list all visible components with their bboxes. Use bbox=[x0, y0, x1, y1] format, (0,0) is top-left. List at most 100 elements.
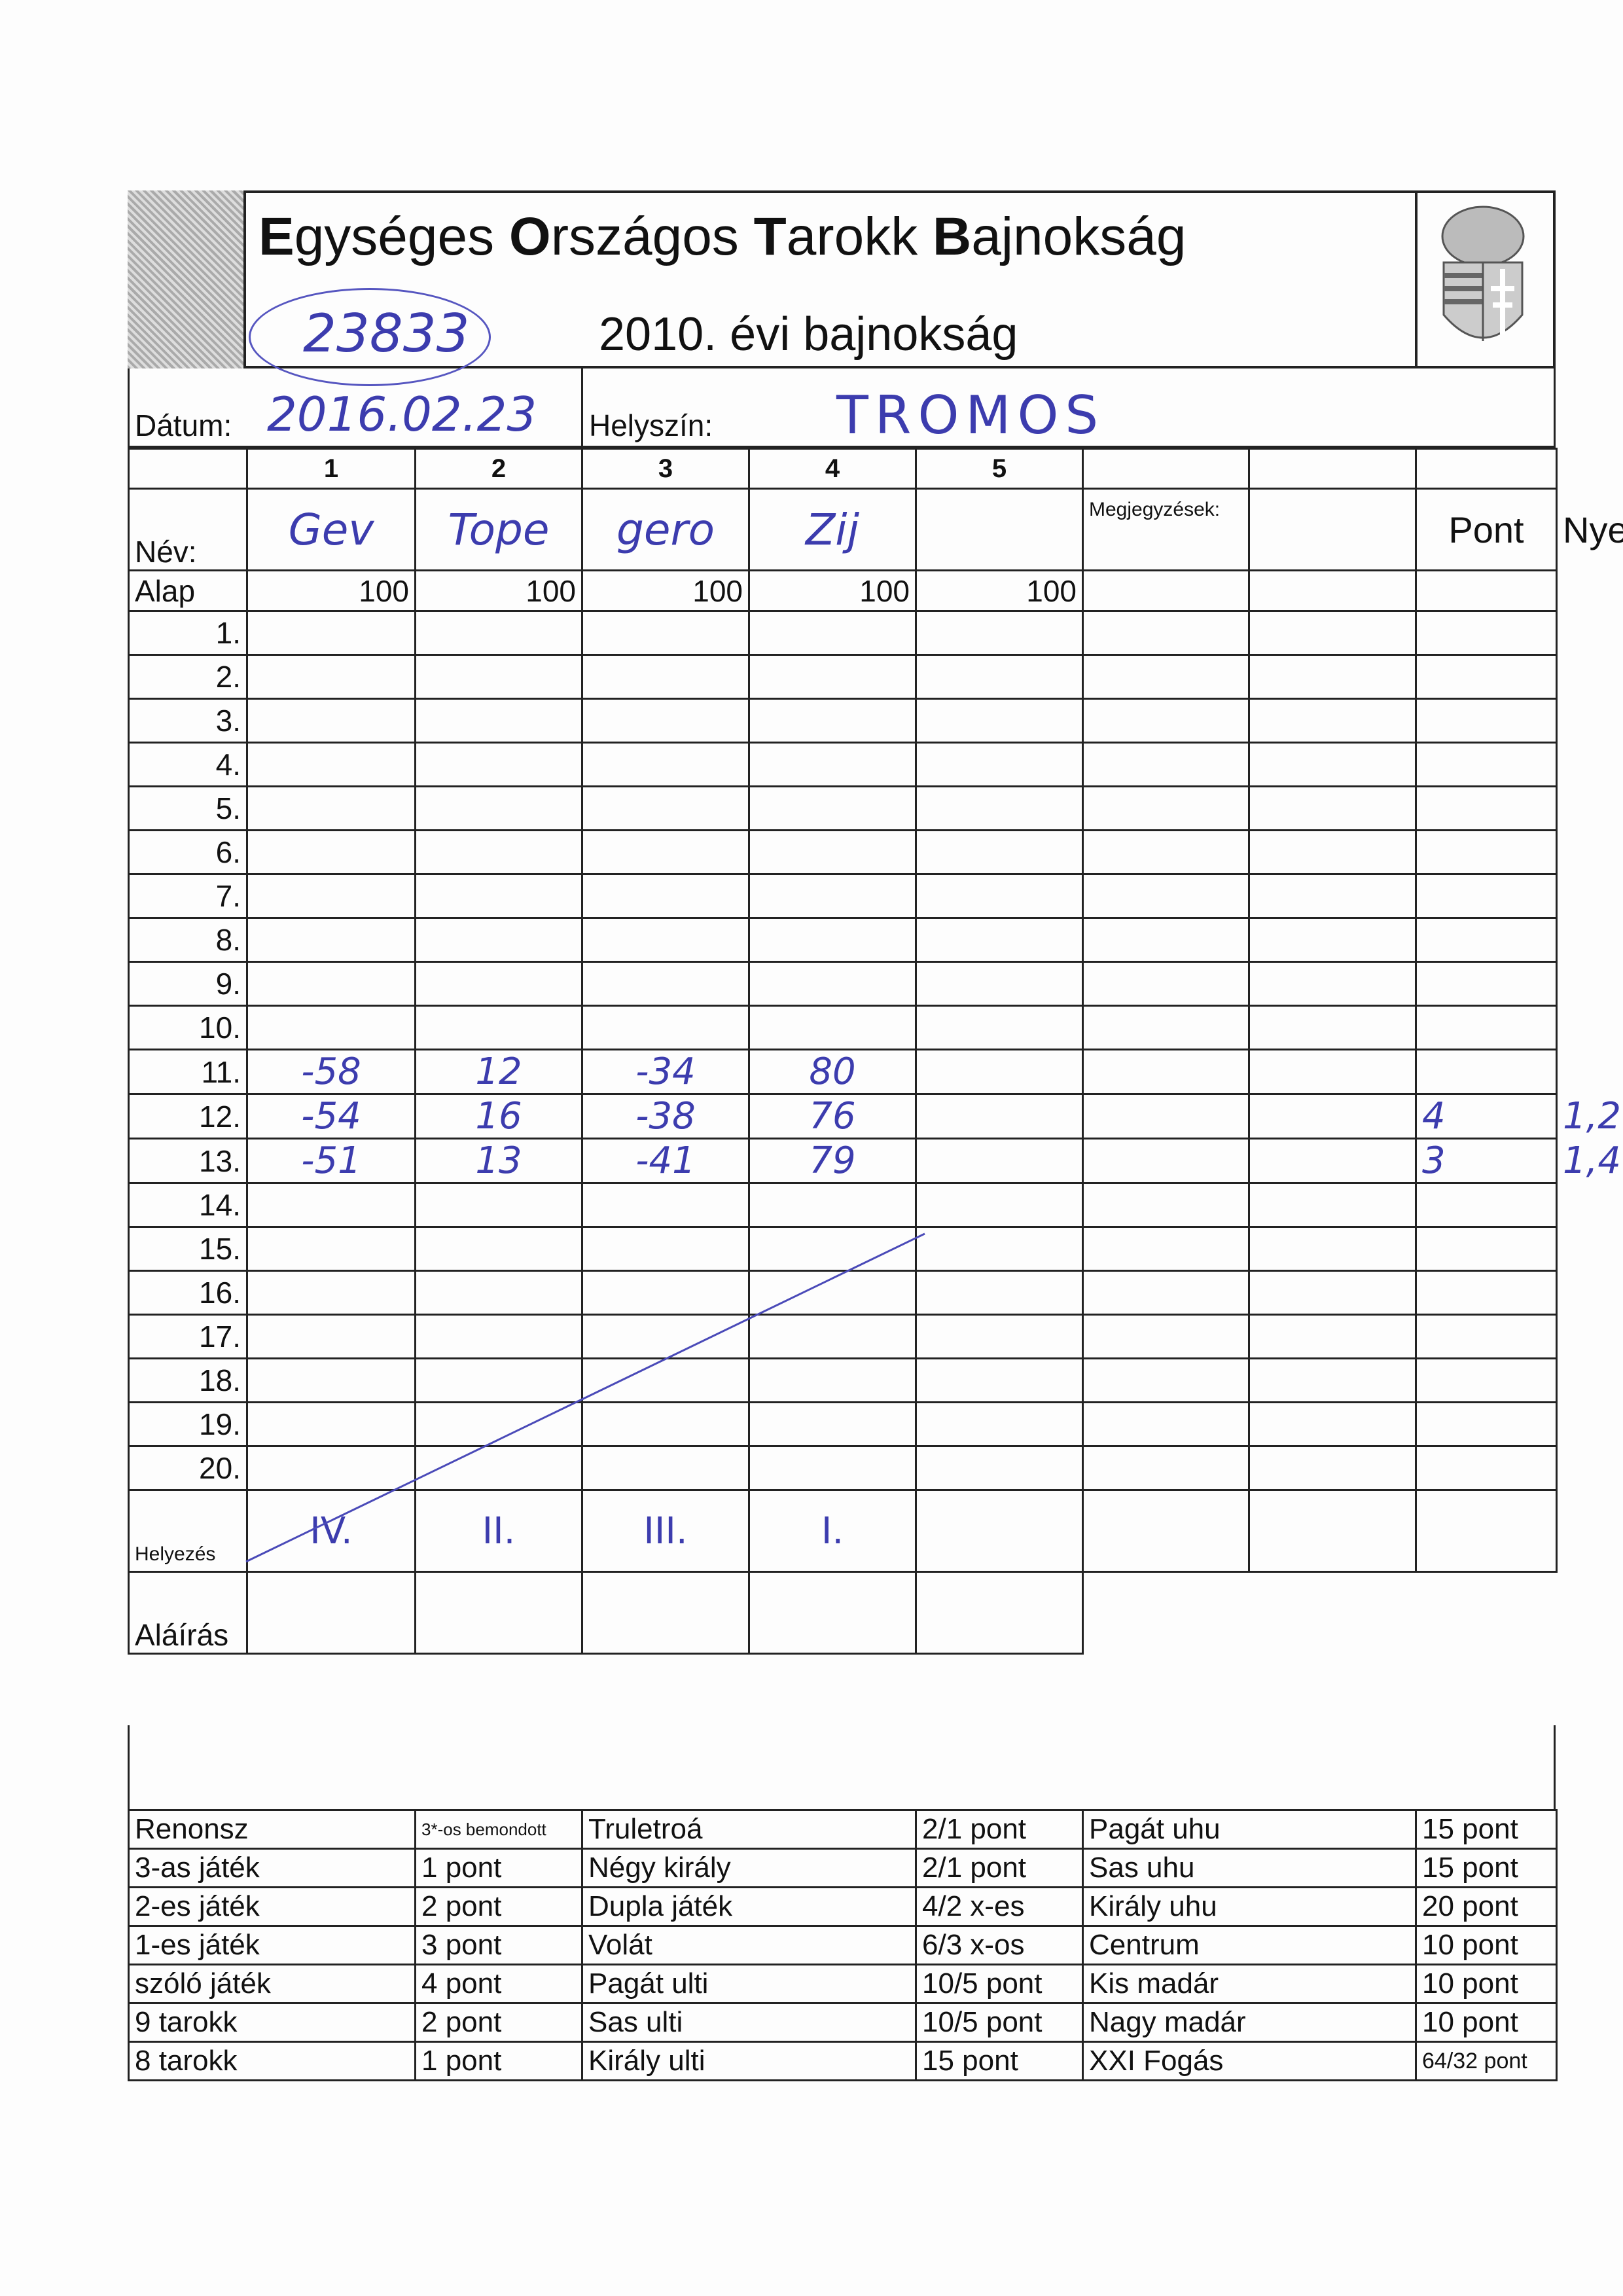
score-cell[interactable]: -54 bbox=[246, 1093, 416, 1139]
notes-cell[interactable] bbox=[1248, 1270, 1417, 1316]
score-cell[interactable] bbox=[581, 829, 750, 875]
score-cell[interactable] bbox=[915, 1049, 1084, 1095]
score-cell[interactable] bbox=[915, 917, 1084, 963]
pont-cell[interactable] bbox=[1415, 1182, 1558, 1228]
score-cell[interactable] bbox=[414, 654, 583, 700]
score-cell[interactable] bbox=[414, 785, 583, 831]
score-cell[interactable] bbox=[246, 785, 416, 831]
score-cell[interactable]: 13 bbox=[414, 1138, 583, 1184]
score-cell[interactable] bbox=[414, 698, 583, 744]
notes-cell[interactable] bbox=[1082, 1005, 1250, 1050]
score-cell[interactable] bbox=[414, 1445, 583, 1491]
notes-cell[interactable] bbox=[1248, 1182, 1417, 1228]
score-cell[interactable] bbox=[246, 1182, 416, 1228]
score-cell[interactable] bbox=[414, 1226, 583, 1272]
player-name[interactable] bbox=[915, 488, 1084, 571]
score-cell[interactable] bbox=[581, 917, 750, 963]
pont-cell[interactable] bbox=[1415, 961, 1558, 1007]
location-value[interactable]: TROMOS bbox=[836, 385, 1105, 446]
notes-cell[interactable] bbox=[1248, 1445, 1417, 1491]
score-cell[interactable] bbox=[246, 698, 416, 744]
score-cell[interactable] bbox=[748, 1226, 917, 1272]
score-cell[interactable] bbox=[915, 610, 1084, 656]
notes-cell[interactable] bbox=[1082, 1182, 1250, 1228]
score-cell[interactable]: -34 bbox=[581, 1049, 750, 1095]
score-cell[interactable] bbox=[414, 961, 583, 1007]
score-cell[interactable] bbox=[581, 1401, 750, 1447]
notes-cell[interactable] bbox=[1248, 1314, 1417, 1359]
score-cell[interactable] bbox=[246, 1005, 416, 1050]
pont-cell[interactable] bbox=[1415, 654, 1558, 700]
score-cell[interactable] bbox=[915, 654, 1084, 700]
signature-cell[interactable] bbox=[915, 1571, 1084, 1655]
score-cell[interactable] bbox=[915, 1314, 1084, 1359]
pont-cell[interactable]: 3 bbox=[1415, 1138, 1558, 1184]
notes-cell[interactable] bbox=[1248, 961, 1417, 1007]
pont-cell[interactable]: 4 bbox=[1415, 1093, 1558, 1139]
notes-cell[interactable] bbox=[1082, 829, 1250, 875]
placement-value[interactable]: III. bbox=[581, 1489, 750, 1573]
pont-cell[interactable] bbox=[1415, 742, 1558, 787]
notes-cell[interactable] bbox=[1082, 654, 1250, 700]
score-cell[interactable] bbox=[748, 1005, 917, 1050]
score-cell[interactable] bbox=[414, 1182, 583, 1228]
score-cell[interactable] bbox=[915, 1138, 1084, 1184]
notes-cell[interactable] bbox=[1082, 785, 1250, 831]
score-cell[interactable] bbox=[246, 917, 416, 963]
score-cell[interactable] bbox=[246, 1357, 416, 1403]
score-cell[interactable] bbox=[581, 1182, 750, 1228]
notes-cell[interactable] bbox=[1082, 698, 1250, 744]
notes-cell[interactable] bbox=[1082, 1049, 1250, 1095]
pont-cell[interactable] bbox=[1415, 873, 1558, 919]
score-cell[interactable] bbox=[748, 1314, 917, 1359]
score-cell[interactable] bbox=[246, 1401, 416, 1447]
score-cell[interactable] bbox=[748, 1182, 917, 1228]
notes-cell[interactable] bbox=[1082, 610, 1250, 656]
notes-cell[interactable] bbox=[1082, 1357, 1250, 1403]
score-cell[interactable] bbox=[414, 1357, 583, 1403]
score-cell[interactable]: 16 bbox=[414, 1093, 583, 1139]
score-cell[interactable]: 79 bbox=[748, 1138, 917, 1184]
score-cell[interactable] bbox=[414, 829, 583, 875]
score-cell[interactable] bbox=[581, 1445, 750, 1491]
score-cell[interactable] bbox=[581, 785, 750, 831]
score-cell[interactable] bbox=[246, 961, 416, 1007]
score-cell[interactable] bbox=[915, 1182, 1084, 1228]
score-cell[interactable] bbox=[915, 1226, 1084, 1272]
notes-cell[interactable] bbox=[1082, 1270, 1250, 1316]
score-cell[interactable] bbox=[581, 1314, 750, 1359]
score-cell[interactable] bbox=[915, 1445, 1084, 1491]
score-cell[interactable] bbox=[915, 698, 1084, 744]
score-cell[interactable] bbox=[748, 917, 917, 963]
score-cell[interactable]: -58 bbox=[246, 1049, 416, 1095]
score-cell[interactable]: -51 bbox=[246, 1138, 416, 1184]
notes-cell[interactable] bbox=[1248, 1093, 1417, 1139]
notes-cell[interactable] bbox=[1082, 1138, 1250, 1184]
placement-value[interactable]: I. bbox=[748, 1489, 917, 1573]
score-cell[interactable] bbox=[915, 1005, 1084, 1050]
score-cell[interactable] bbox=[581, 1005, 750, 1050]
notes-cell[interactable] bbox=[1082, 1314, 1250, 1359]
notes-cell[interactable] bbox=[1248, 1401, 1417, 1447]
signature-cell[interactable] bbox=[246, 1571, 416, 1655]
signature-cell[interactable] bbox=[581, 1571, 750, 1655]
notes-cell[interactable] bbox=[1248, 1357, 1417, 1403]
notes-cell[interactable] bbox=[1082, 1093, 1250, 1139]
pont-cell[interactable] bbox=[1415, 698, 1558, 744]
score-cell[interactable] bbox=[581, 698, 750, 744]
score-cell[interactable] bbox=[414, 1270, 583, 1316]
score-cell[interactable] bbox=[748, 785, 917, 831]
score-cell[interactable] bbox=[748, 742, 917, 787]
score-cell[interactable] bbox=[414, 1005, 583, 1050]
placement-value[interactable] bbox=[915, 1489, 1084, 1573]
score-cell[interactable] bbox=[246, 829, 416, 875]
score-cell[interactable] bbox=[915, 1270, 1084, 1316]
notes-cell[interactable] bbox=[1248, 917, 1417, 963]
score-cell[interactable]: 80 bbox=[748, 1049, 917, 1095]
score-cell[interactable] bbox=[414, 742, 583, 787]
score-cell[interactable] bbox=[414, 873, 583, 919]
score-cell[interactable] bbox=[748, 961, 917, 1007]
score-cell[interactable] bbox=[748, 829, 917, 875]
score-cell[interactable] bbox=[246, 1226, 416, 1272]
signature-cell[interactable] bbox=[748, 1571, 917, 1655]
